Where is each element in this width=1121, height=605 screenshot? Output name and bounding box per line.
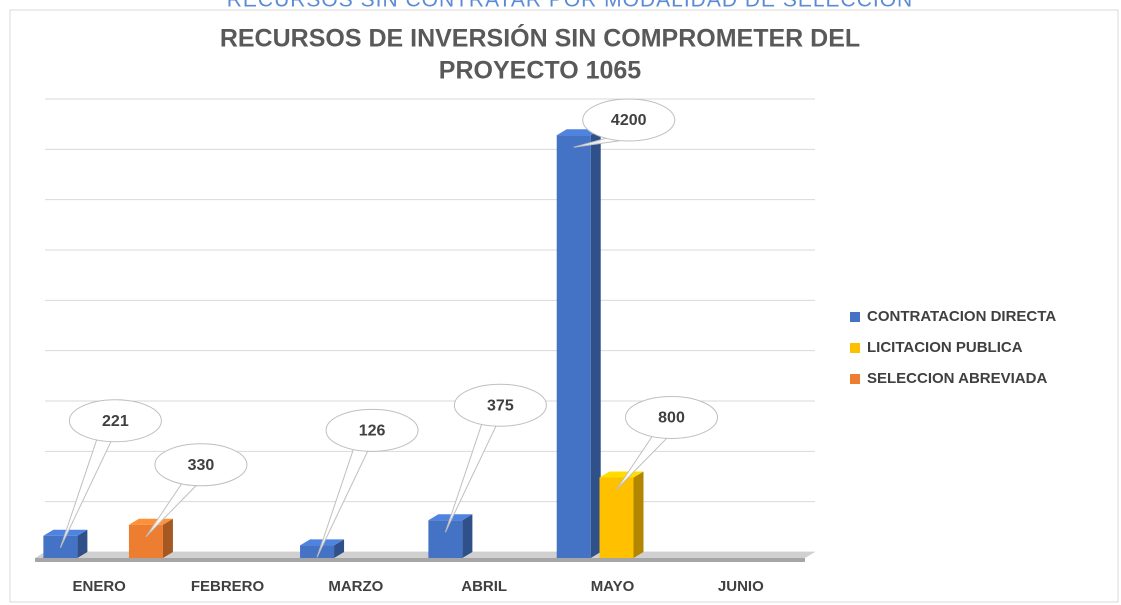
data-label: 800 xyxy=(658,410,685,427)
bar-side xyxy=(162,518,173,558)
bar-side xyxy=(590,129,601,558)
data-label: 330 xyxy=(188,457,215,474)
bar-front xyxy=(128,524,163,558)
callout-bubble xyxy=(68,399,162,443)
legend-label: SELECCION ABREVIADA xyxy=(867,370,1047,387)
callout-bubble xyxy=(154,443,248,487)
bar-front xyxy=(599,477,634,558)
data-label: 4200 xyxy=(611,112,647,129)
x-tick-label: MAYO xyxy=(591,578,635,595)
chart-title: RECURSOS DE INVERSIÓN SIN COMPROMETER DE… xyxy=(220,23,860,53)
bar-side xyxy=(334,539,345,558)
callout-bubble xyxy=(582,98,676,142)
legend-swatch xyxy=(850,374,860,384)
x-tick-label: ABRIL xyxy=(461,578,507,595)
data-label: 126 xyxy=(359,423,386,440)
x-tick-label: FEBRERO xyxy=(191,578,265,595)
bar-side xyxy=(77,529,88,558)
bar-front xyxy=(300,545,335,558)
bar xyxy=(556,129,601,558)
bar-side xyxy=(462,514,473,558)
x-tick-label: JUNIO xyxy=(718,578,764,595)
legend-label: LICITACION PUBLICA xyxy=(867,339,1023,356)
data-label: 221 xyxy=(102,413,129,430)
x-tick-label: ENERO xyxy=(72,578,126,595)
bar-side xyxy=(633,471,644,558)
bar xyxy=(599,471,644,558)
chart-title: PROYECTO 1065 xyxy=(439,57,642,85)
callout-bubble xyxy=(453,383,547,427)
callout-bubble xyxy=(625,395,718,439)
floor-edge xyxy=(35,558,805,562)
legend-label: CONTRATACION DIRECTA xyxy=(867,308,1056,325)
data-label: 375 xyxy=(487,397,514,414)
legend-swatch xyxy=(850,312,860,322)
legend-swatch xyxy=(850,343,860,353)
bar-front xyxy=(556,135,591,558)
callout-bubble xyxy=(325,408,419,452)
bar-front xyxy=(428,520,463,558)
x-tick-label: MARZO xyxy=(328,578,383,595)
bar xyxy=(128,518,173,558)
page-heading: RECURSOS SIN CONTRATAR POR MODALIDAD DE … xyxy=(227,0,913,12)
